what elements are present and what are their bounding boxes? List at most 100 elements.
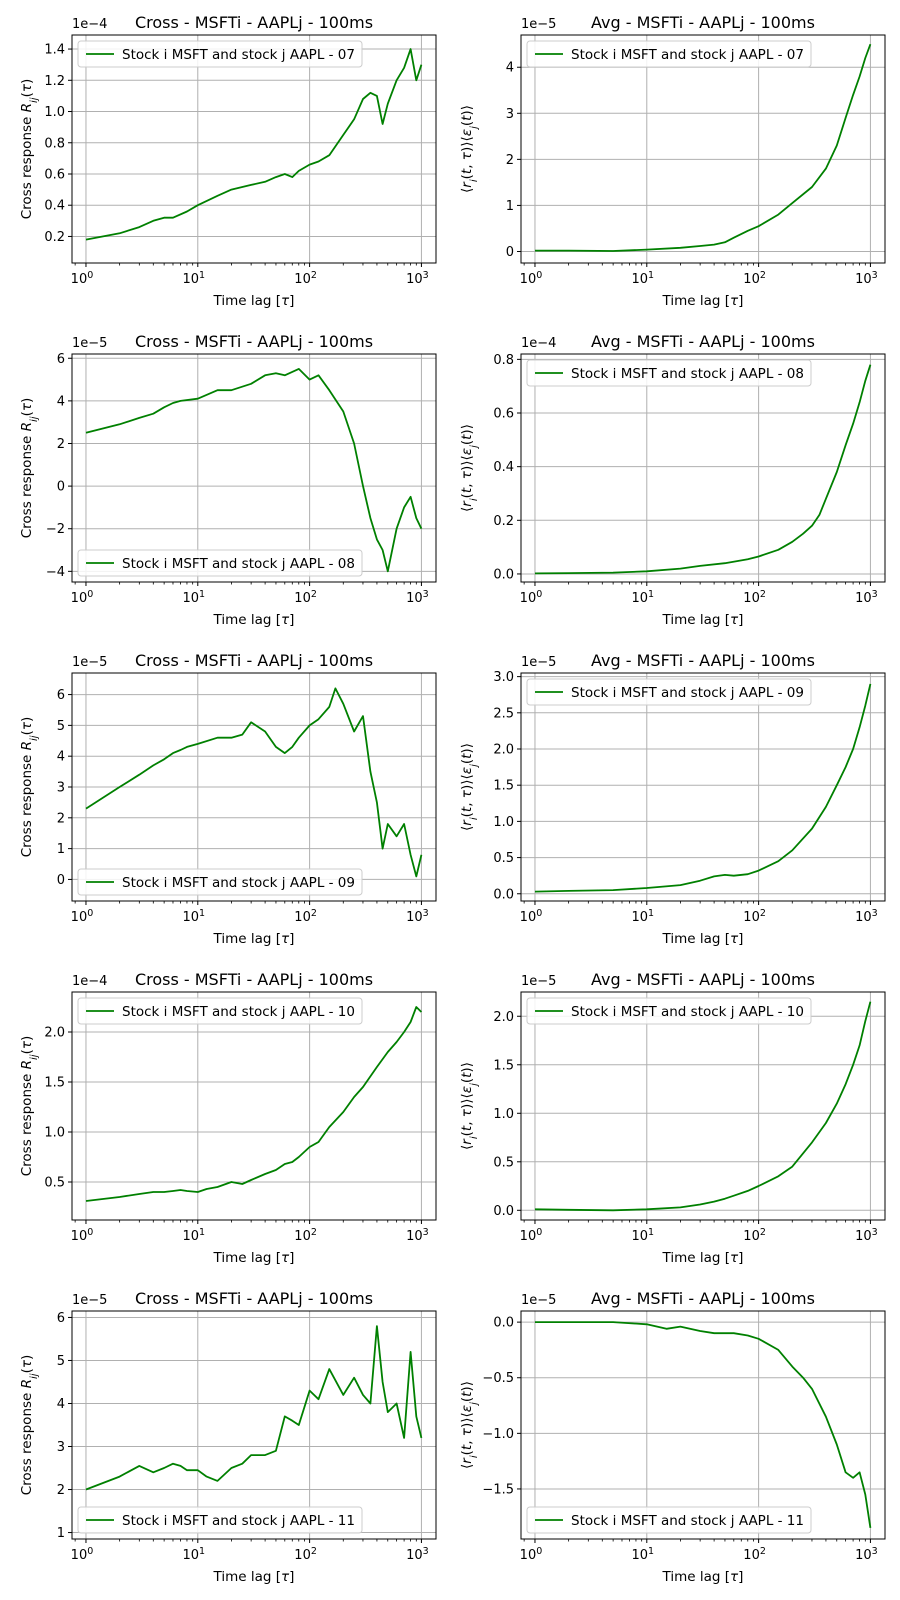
y-axis-label: Cross response Rij(τ) xyxy=(19,79,40,220)
svg-text:Cross response Rij(τ): Cross response Rij(τ) xyxy=(19,1036,40,1177)
legend-label: Stock i MSFT and stock j AAPL - 07 xyxy=(571,47,804,63)
y-tick-label: 1.0 xyxy=(44,105,65,120)
y-tick-label: 0.8 xyxy=(44,136,65,151)
y-tick-label: 3 xyxy=(57,1440,65,1455)
chart-title: Cross - MSFTi - AAPLj - 100ms xyxy=(135,332,373,351)
legend-label: Stock i MSFT and stock j AAPL - 11 xyxy=(122,1513,355,1529)
x-tick-label: 102 xyxy=(294,1546,317,1564)
y-tick-label: 6 xyxy=(57,352,65,367)
y-tick-label: 2.0 xyxy=(493,743,514,758)
series-line xyxy=(85,367,423,573)
x-tick-label: 102 xyxy=(294,270,317,288)
x-tick-label: 102 xyxy=(743,270,766,288)
x-tick-label: 100 xyxy=(520,1227,543,1245)
y-tick-label: 2 xyxy=(506,153,514,168)
legend-label: Stock i MSFT and stock j AAPL - 08 xyxy=(571,366,804,382)
y-offset-label: 1e−5 xyxy=(521,655,556,670)
x-tick-label: 101 xyxy=(182,589,205,607)
y-tick-label: 2.0 xyxy=(493,1010,514,1025)
y-offset-label: 1e−4 xyxy=(72,17,107,32)
y-tick-label: 0 xyxy=(57,480,65,495)
y-tick-label: 4 xyxy=(57,394,65,409)
chart-2: 100 101 102 103 −4 −2 0 2 4 6 1e−5 Cross - MSFTi - … xyxy=(19,332,437,628)
legend-box xyxy=(77,40,363,68)
chart-5: 100 101 102 103 0.0 0.5 1.0 1.5 2.0 2.5 3.0 1e−5 Avg… xyxy=(459,651,886,947)
chart-8: 100 101 102 103 1 2 3 4 5 6 1e−5 Cross - MSFTi - AA… xyxy=(19,1289,437,1585)
series-line xyxy=(85,48,423,241)
y-tick-label: 4 xyxy=(506,61,514,76)
chart-7: 100 101 102 103 0.0 0.5 1.0 1.5 2.0 1e−5 Avg - MSF… xyxy=(459,970,886,1266)
svg-text:⟨ri(t, τ)⟩⟨εj(t)⟩: ⟨ri(t, τ)⟩⟨εj(t)⟩ xyxy=(459,743,480,831)
y-axis-label: ⟨ri(t, τ)⟩⟨εj(t)⟩ xyxy=(459,105,480,193)
legend: Stock i MSFT and stock j AAPL - 07 xyxy=(526,40,812,68)
chart-6: 100 101 102 103 0.5 1.0 1.5 2.0 1e−4 Cross - MSFT… xyxy=(19,970,437,1266)
legend: Stock i MSFT and stock j AAPL - 09 xyxy=(77,868,363,896)
x-tick-label: 100 xyxy=(520,1546,543,1564)
y-offset-label: 1e−5 xyxy=(521,974,556,989)
x-tick-label: 103 xyxy=(855,270,878,288)
legend-box xyxy=(526,40,812,68)
chart-1: 100 101 102 103 0 1 2 3 4 1e−5 Avg - MSFTi - AAPLj… xyxy=(459,13,886,309)
series-line xyxy=(534,683,872,893)
x-tick-label: 103 xyxy=(855,1227,878,1245)
x-tick-label: 100 xyxy=(520,908,543,926)
y-offset-label: 1e−5 xyxy=(521,1293,556,1308)
y-tick-label: 3 xyxy=(57,781,65,796)
x-tick-label: 103 xyxy=(855,1546,878,1564)
y-tick-label: 1.0 xyxy=(44,1126,65,1141)
y-tick-label: 6 xyxy=(57,1311,65,1326)
y-tick-label: 1.5 xyxy=(493,779,514,794)
chart-title: Cross - MSFTi - AAPLj - 100ms xyxy=(135,1289,373,1308)
svg-text:⟨ri(t, τ)⟩⟨εj(t)⟩: ⟨ri(t, τ)⟩⟨εj(t)⟩ xyxy=(459,105,480,193)
chart-title: Cross - MSFTi - AAPLj - 100ms xyxy=(135,970,373,989)
legend-label: Stock i MSFT and stock j AAPL - 09 xyxy=(122,875,355,891)
y-tick-label: 0.6 xyxy=(493,407,514,422)
x-axis-label: Time lag [τ] xyxy=(213,1569,295,1585)
legend-label: Stock i MSFT and stock j AAPL - 10 xyxy=(122,1004,355,1020)
legend-box xyxy=(526,359,812,387)
y-tick-label: 0 xyxy=(57,873,65,888)
legend-label: Stock i MSFT and stock j AAPL - 08 xyxy=(122,556,355,572)
axes-frame xyxy=(71,34,437,264)
svg-text:Cross response Rij(τ): Cross response Rij(τ) xyxy=(19,1355,40,1496)
axes-frame xyxy=(520,672,886,902)
x-tick-label: 101 xyxy=(631,589,654,607)
legend-box xyxy=(526,1506,812,1534)
y-tick-label: 2 xyxy=(57,811,65,826)
x-axis-label: Time lag [τ] xyxy=(662,931,744,947)
y-tick-label: 4 xyxy=(57,750,65,765)
svg-text:⟨ri(t, τ)⟩⟨εj(t)⟩: ⟨ri(t, τ)⟩⟨εj(t)⟩ xyxy=(459,1381,480,1469)
legend: Stock i MSFT and stock j AAPL - 10 xyxy=(77,997,363,1025)
svg-text:Cross response Rij(τ): Cross response Rij(τ) xyxy=(19,398,40,539)
y-offset-label: 1e−5 xyxy=(72,336,107,351)
legend-label: Stock i MSFT and stock j AAPL - 10 xyxy=(571,1004,804,1020)
y-offset-label: 1e−4 xyxy=(521,336,556,351)
y-tick-label: 5 xyxy=(57,1354,65,1369)
y-tick-label: 0.8 xyxy=(493,353,514,368)
x-axis-label: Time lag [τ] xyxy=(213,612,295,628)
svg-text:⟨ri(t, τ)⟩⟨εj(t)⟩: ⟨ri(t, τ)⟩⟨εj(t)⟩ xyxy=(459,1062,480,1150)
chart-title: Avg - MSFTi - AAPLj - 100ms xyxy=(591,13,815,32)
y-tick-label: 0 xyxy=(506,245,514,260)
y-tick-label: 1.0 xyxy=(493,1107,514,1122)
y-axis-label: ⟨ri(t, τ)⟩⟨εj(t)⟩ xyxy=(459,1062,480,1150)
axes-frame xyxy=(520,34,886,264)
y-tick-label: 0.0 xyxy=(493,1204,514,1219)
y-tick-label: 0.5 xyxy=(493,1155,514,1170)
y-tick-label: 3 xyxy=(506,107,514,122)
axes-frame xyxy=(520,1310,886,1540)
y-axis-label: Cross response Rij(τ) xyxy=(19,1355,40,1496)
x-tick-label: 100 xyxy=(71,908,94,926)
legend-box xyxy=(77,549,363,577)
x-tick-label: 103 xyxy=(855,589,878,607)
x-tick-label: 103 xyxy=(406,270,429,288)
y-tick-label: 5 xyxy=(57,719,65,734)
y-tick-label: −4 xyxy=(46,565,65,580)
y-tick-label: 0.0 xyxy=(493,1316,514,1331)
x-tick-label: 101 xyxy=(631,908,654,926)
chart-title: Avg - MSFTi - AAPLj - 100ms xyxy=(591,970,815,989)
svg-text:Cross response Rij(τ): Cross response Rij(τ) xyxy=(19,79,40,220)
legend-box xyxy=(526,997,812,1025)
x-axis-label: Time lag [τ] xyxy=(662,293,744,309)
y-tick-label: 2.5 xyxy=(493,706,514,721)
